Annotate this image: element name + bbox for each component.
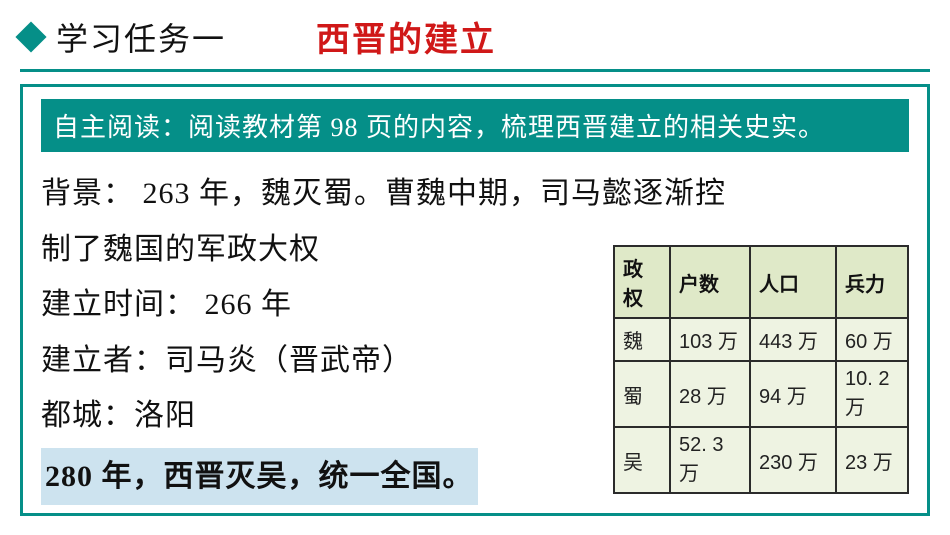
col-regime: 政权 xyxy=(614,246,670,318)
cell: 10. 2 万 xyxy=(836,361,908,427)
highlight-line: 280 年，西晋灭吴，统一全国。 xyxy=(41,448,478,506)
header: 学习任务一 西晋的建立 xyxy=(0,0,950,69)
table-header-row: 政权 户数 人口 兵力 xyxy=(614,246,908,318)
main-title: 西晋的建立 xyxy=(316,12,496,61)
cell: 94 万 xyxy=(750,361,836,427)
task-label: 学习任务一 xyxy=(56,14,226,60)
cell: 443 万 xyxy=(750,318,836,361)
reading-instruction: 自主阅读：阅读教材第 98 页的内容，梳理西晋建立的相关史实。 xyxy=(41,99,909,152)
col-households: 户数 xyxy=(670,246,750,318)
cell: 蜀 xyxy=(614,361,670,427)
table-row: 蜀 28 万 94 万 10. 2 万 xyxy=(614,361,908,427)
cell: 60 万 xyxy=(836,318,908,361)
cell: 23 万 xyxy=(836,427,908,493)
col-troops: 兵力 xyxy=(836,246,908,318)
header-underline xyxy=(20,69,930,72)
diamond-icon xyxy=(15,21,46,52)
cell: 230 万 xyxy=(750,427,836,493)
cell: 吴 xyxy=(614,427,670,493)
cell: 魏 xyxy=(614,318,670,361)
content-box: 自主阅读：阅读教材第 98 页的内容，梳理西晋建立的相关史实。 背景： 263 … xyxy=(20,84,930,516)
cell: 103 万 xyxy=(670,318,750,361)
table-row: 魏 103 万 443 万 60 万 xyxy=(614,318,908,361)
body-line-1: 背景： 263 年，魏灭蜀。曹魏中期，司马懿逐渐控 xyxy=(41,166,909,222)
cell: 28 万 xyxy=(670,361,750,427)
table-row: 吴 52. 3 万 230 万 23 万 xyxy=(614,427,908,493)
cell: 52. 3 万 xyxy=(670,427,750,493)
stats-table: 政权 户数 人口 兵力 魏 103 万 443 万 60 万 蜀 28 万 94… xyxy=(613,245,909,494)
col-population: 人口 xyxy=(750,246,836,318)
